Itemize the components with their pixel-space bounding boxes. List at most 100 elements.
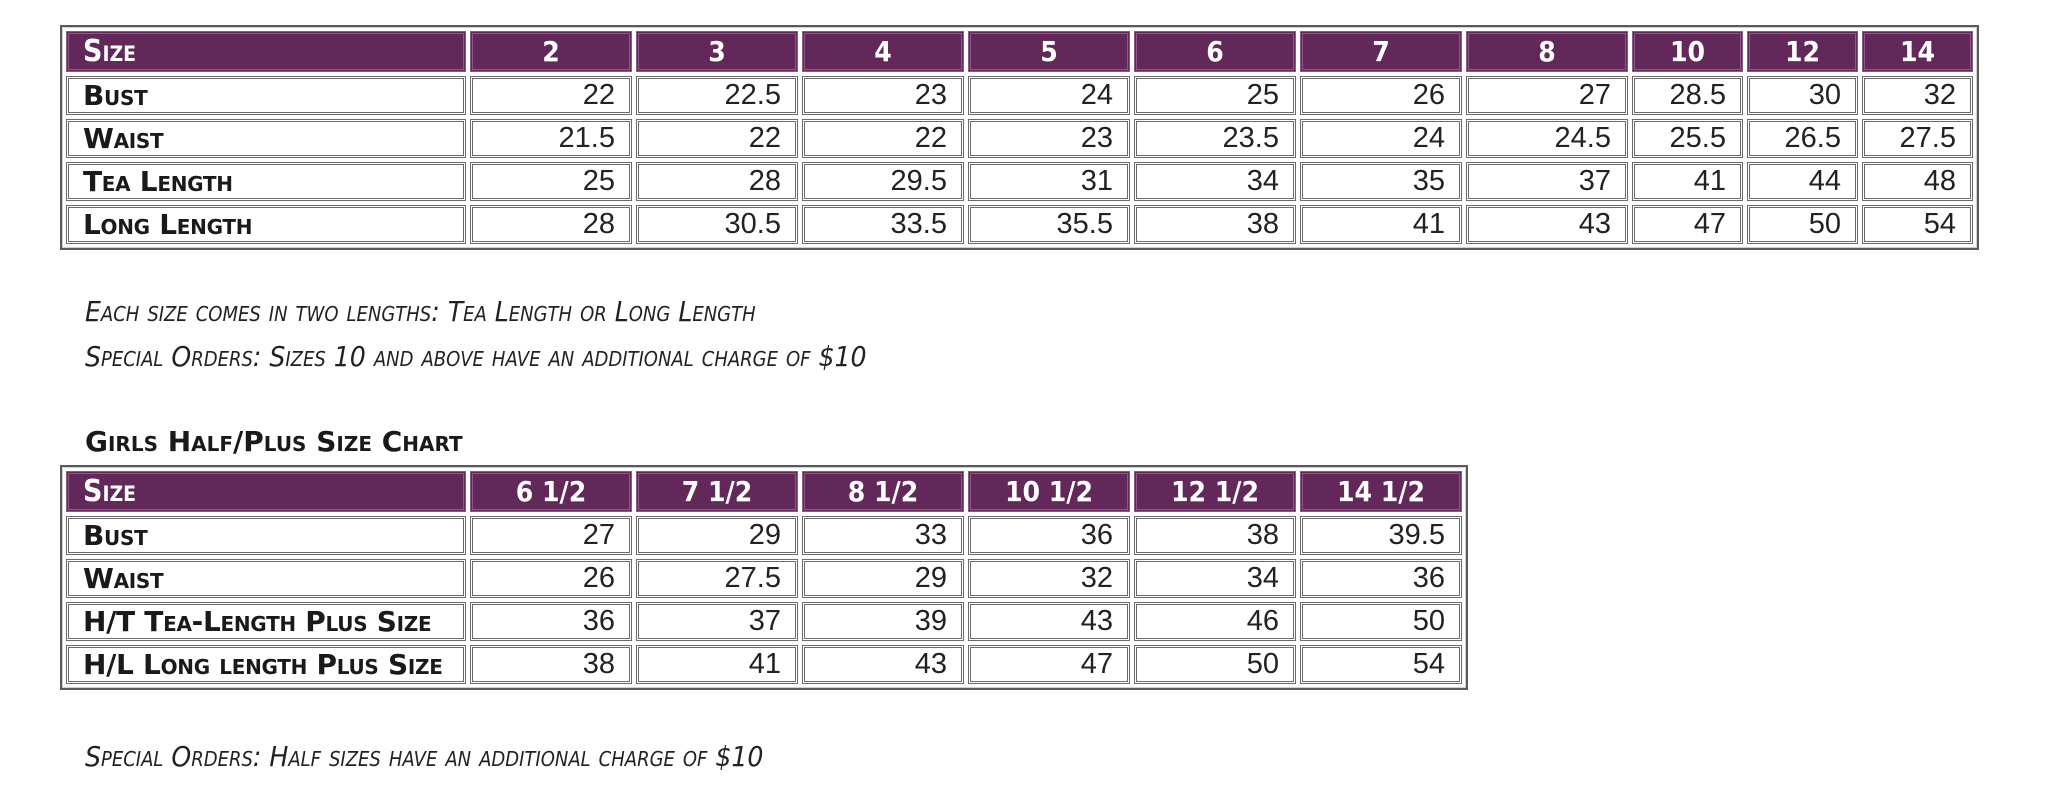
table-cell: 38 xyxy=(1134,205,1296,244)
table-cell: 46 xyxy=(1134,602,1296,641)
row-label: Bust xyxy=(66,76,466,115)
table-cell: 43 xyxy=(802,645,964,684)
table-row: H/L Long length Plus Size 38 41 43 47 50… xyxy=(66,645,1462,684)
table-cell: 22 xyxy=(470,76,632,115)
column-header: 8 1/2 xyxy=(802,471,964,512)
table-cell: 26.5 xyxy=(1747,119,1858,158)
column-header: 8 xyxy=(1466,31,1628,72)
table-cell: 54 xyxy=(1862,205,1973,244)
table-cell: 33.5 xyxy=(802,205,964,244)
table-cell: 48 xyxy=(1862,162,1973,201)
table-cell: 33 xyxy=(802,516,964,555)
row-label: Waist xyxy=(66,119,466,158)
table-cell: 38 xyxy=(1134,516,1296,555)
table-cell: 24.5 xyxy=(1466,119,1628,158)
table-row: Waist 21.5 22 22 23 23.5 24 24.5 25.5 26… xyxy=(66,119,1973,158)
column-header: 7 1/2 xyxy=(636,471,798,512)
column-header: 14 1/2 xyxy=(1300,471,1462,512)
table-cell: 23 xyxy=(802,76,964,115)
table-cell: 29 xyxy=(636,516,798,555)
column-header: 12 1/2 xyxy=(1134,471,1296,512)
table-cell: 23 xyxy=(968,119,1130,158)
column-header: 2 xyxy=(470,31,632,72)
table-cell: 26 xyxy=(1300,76,1462,115)
table-cell: 35.5 xyxy=(968,205,1130,244)
table-row: Waist 26 27.5 29 32 34 36 xyxy=(66,559,1462,598)
size-table: Size 6 1/2 7 1/2 8 1/2 10 1/2 12 1/2 14 … xyxy=(60,465,1468,690)
size-table: Size 2 3 4 5 6 7 8 10 12 14 Bust 22 22.5… xyxy=(60,25,1979,250)
table-cell: 47 xyxy=(1632,205,1743,244)
table-cell: 29.5 xyxy=(802,162,964,201)
table-cell: 34 xyxy=(1134,162,1296,201)
table-cell: 34 xyxy=(1134,559,1296,598)
table-cell: 50 xyxy=(1300,602,1462,641)
length-note: Each size comes in two lengths: Tea Leng… xyxy=(85,295,756,328)
girls-size-chart: Size 2 3 4 5 6 7 8 10 12 14 Bust 22 22.5… xyxy=(60,25,1979,250)
table-cell: 25 xyxy=(470,162,632,201)
column-header: 4 xyxy=(802,31,964,72)
table-cell: 29 xyxy=(802,559,964,598)
half-plus-chart-title: Girls Half/Plus Size Chart xyxy=(85,425,463,458)
table-cell: 28 xyxy=(470,205,632,244)
column-header: 7 xyxy=(1300,31,1462,72)
table-row: Long Length 28 30.5 33.5 35.5 38 41 43 4… xyxy=(66,205,1973,244)
table-cell: 36 xyxy=(968,516,1130,555)
row-label: Bust xyxy=(66,516,466,555)
table-cell: 39.5 xyxy=(1300,516,1462,555)
table-cell: 41 xyxy=(636,645,798,684)
column-header: 14 xyxy=(1862,31,1973,72)
row-label: Waist xyxy=(66,559,466,598)
table-cell: 22 xyxy=(802,119,964,158)
table-cell: 47 xyxy=(968,645,1130,684)
special-order-note: Special Orders: Sizes 10 and above have … xyxy=(85,340,867,373)
row-label: H/T Tea-Length Plus Size xyxy=(66,602,466,641)
column-header: 5 xyxy=(968,31,1130,72)
row-label: Tea Length xyxy=(66,162,466,201)
table-cell: 30 xyxy=(1747,76,1858,115)
table-cell: 27.5 xyxy=(636,559,798,598)
column-header: 12 xyxy=(1747,31,1858,72)
header-size-label: Size xyxy=(66,471,466,512)
table-cell: 28 xyxy=(636,162,798,201)
table-cell: 37 xyxy=(1466,162,1628,201)
table-cell: 32 xyxy=(1862,76,1973,115)
table-cell: 54 xyxy=(1300,645,1462,684)
table-cell: 50 xyxy=(1134,645,1296,684)
column-header: 6 xyxy=(1134,31,1296,72)
table-cell: 23.5 xyxy=(1134,119,1296,158)
table-cell: 28.5 xyxy=(1632,76,1743,115)
table-cell: 44 xyxy=(1747,162,1858,201)
table-cell: 25.5 xyxy=(1632,119,1743,158)
table-cell: 25 xyxy=(1134,76,1296,115)
table-cell: 22.5 xyxy=(636,76,798,115)
table-cell: 41 xyxy=(1300,205,1462,244)
table-cell: 43 xyxy=(1466,205,1628,244)
half-size-special-order-note: Special Orders: Half sizes have an addit… xyxy=(85,740,764,773)
table-cell: 27.5 xyxy=(1862,119,1973,158)
header-row: Size 6 1/2 7 1/2 8 1/2 10 1/2 12 1/2 14 … xyxy=(66,471,1462,512)
table-row: H/T Tea-Length Plus Size 36 37 39 43 46 … xyxy=(66,602,1462,641)
table-cell: 39 xyxy=(802,602,964,641)
header-size-label: Size xyxy=(66,31,466,72)
table-cell: 36 xyxy=(470,602,632,641)
table-cell: 24 xyxy=(968,76,1130,115)
table-cell: 35 xyxy=(1300,162,1462,201)
column-header: 3 xyxy=(636,31,798,72)
table-cell: 36 xyxy=(1300,559,1462,598)
half-plus-size-chart: Size 6 1/2 7 1/2 8 1/2 10 1/2 12 1/2 14 … xyxy=(60,465,1468,690)
column-header: 10 1/2 xyxy=(968,471,1130,512)
table-cell: 50 xyxy=(1747,205,1858,244)
table-row: Bust 22 22.5 23 24 25 26 27 28.5 30 32 xyxy=(66,76,1973,115)
table-cell: 30.5 xyxy=(636,205,798,244)
table-cell: 22 xyxy=(636,119,798,158)
row-label: H/L Long length Plus Size xyxy=(66,645,466,684)
table-cell: 27 xyxy=(1466,76,1628,115)
table-cell: 37 xyxy=(636,602,798,641)
column-header: 10 xyxy=(1632,31,1743,72)
table-cell: 26 xyxy=(470,559,632,598)
column-header: 6 1/2 xyxy=(470,471,632,512)
table-cell: 21.5 xyxy=(470,119,632,158)
table-cell: 43 xyxy=(968,602,1130,641)
row-label: Long Length xyxy=(66,205,466,244)
table-row: Tea Length 25 28 29.5 31 34 35 37 41 44 … xyxy=(66,162,1973,201)
